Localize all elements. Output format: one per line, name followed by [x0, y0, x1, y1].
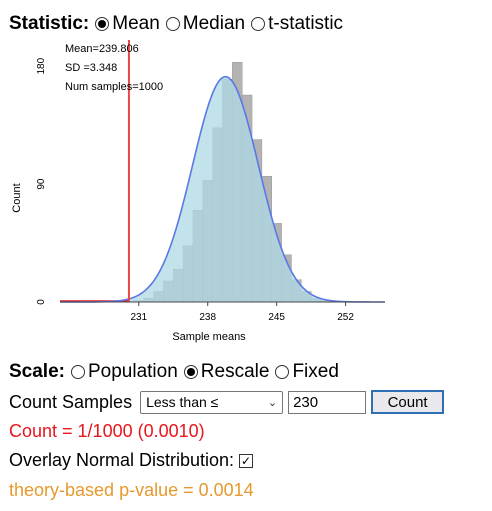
overlay-normal-row: Overlay Normal Distribution: ✓: [9, 450, 254, 471]
x-tick-label: 252: [337, 312, 354, 323]
statistic-option-tstat-label: t-statistic: [268, 13, 344, 34]
x-tick-label: 231: [130, 312, 147, 323]
x-axis-label: Sample means: [172, 331, 246, 343]
pvalue-text: theory-based p-value = 0.0014: [9, 480, 254, 500]
scale-option-population-label: Population: [87, 361, 178, 382]
histogram-bars: [60, 62, 385, 303]
stat-mean-text: Mean=239.806: [65, 43, 139, 55]
x-ticks: 231 238 245 252: [130, 302, 354, 323]
count-result-text: Count = 1/1000 (0.0010): [9, 421, 205, 441]
stat-n-text: Num samples=1000: [65, 81, 163, 93]
count-button[interactable]: Count: [371, 390, 445, 414]
cutoff-input[interactable]: 230: [288, 390, 367, 414]
scale-selector: Scale: Population Rescale Fixed: [9, 361, 339, 383]
scale-label: Scale:: [9, 361, 65, 382]
y-axis-label: Count: [11, 183, 23, 212]
stat-sd-text: SD =3.348: [65, 62, 117, 74]
y-ticks: 0 90 180: [36, 57, 47, 304]
scale-option-fixed[interactable]: Fixed: [275, 361, 339, 383]
statistic-label: Statistic:: [9, 13, 90, 34]
statistic-selector: Statistic: Mean Median t-statistic: [9, 13, 343, 35]
radio-rescale[interactable]: [183, 365, 198, 379]
y-tick-label: 0: [36, 299, 47, 305]
sample-means-histogram: 231 238 245 252 0 90 180 Sample means Count M…: [11, 40, 385, 343]
scale-option-rescale[interactable]: Rescale: [183, 361, 270, 383]
scale-option-fixed-label: Fixed: [292, 361, 339, 382]
normal-curve: [60, 75, 385, 303]
count-samples-row: Count Samples Less than ≤ ⌄ 230 Count: [9, 390, 445, 414]
overlay-normal-label: Overlay Normal Distribution:: [9, 450, 235, 470]
radio-median[interactable]: [165, 17, 180, 31]
statistic-option-mean[interactable]: Mean: [95, 13, 160, 35]
y-tick-label: 180: [36, 57, 47, 74]
radio-mean[interactable]: [95, 17, 110, 31]
radio-tstat[interactable]: [251, 17, 266, 31]
radio-population[interactable]: [70, 365, 85, 379]
x-tick-label: 238: [199, 312, 216, 323]
chevron-down-icon: ⌄: [267, 396, 278, 409]
count-samples-label: Count Samples: [9, 391, 133, 412]
overlay-normal-checkbox[interactable]: ✓: [239, 453, 254, 468]
comparison-select-value: Less than ≤: [146, 394, 219, 410]
statistic-option-tstat[interactable]: t-statistic: [251, 13, 343, 35]
statistic-option-median-label: Median: [182, 13, 246, 34]
comparison-select[interactable]: Less than ≤ ⌄: [140, 390, 284, 414]
radio-fixed[interactable]: [275, 365, 290, 379]
x-tick-label: 245: [268, 312, 285, 323]
statistic-option-median[interactable]: Median: [165, 13, 246, 35]
normal-curve-area: [60, 76, 385, 303]
y-tick-label: 90: [36, 178, 47, 190]
statistic-option-mean-label: Mean: [112, 13, 160, 34]
scale-option-population[interactable]: Population: [70, 361, 178, 383]
scale-option-rescale-label: Rescale: [200, 361, 270, 382]
